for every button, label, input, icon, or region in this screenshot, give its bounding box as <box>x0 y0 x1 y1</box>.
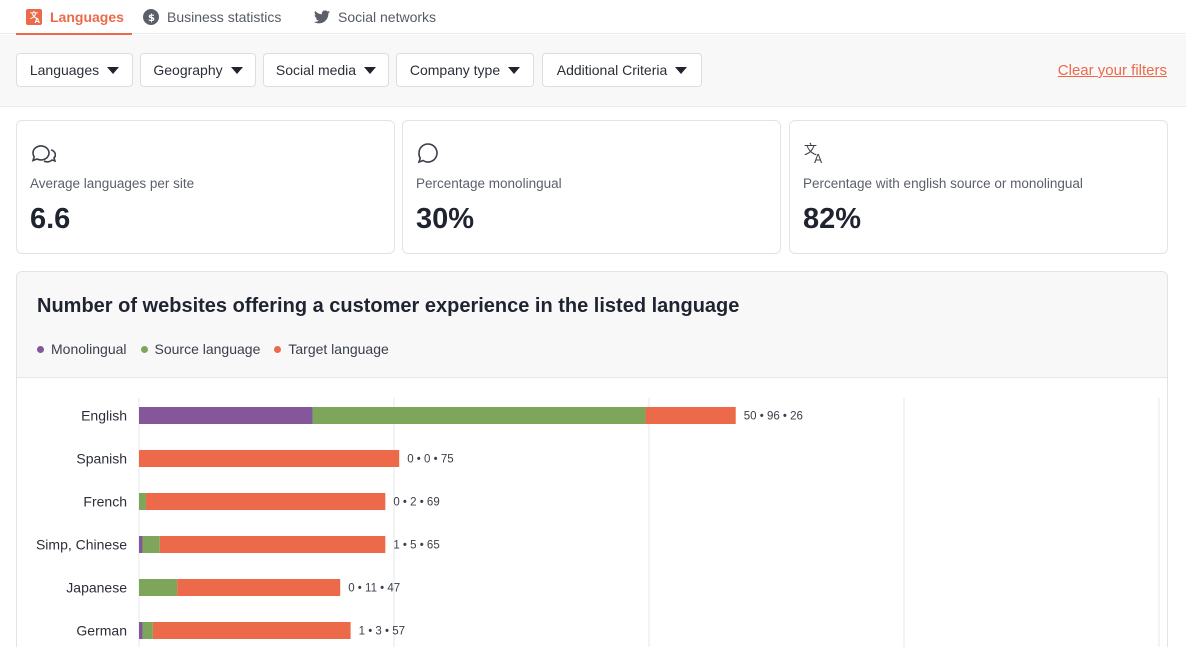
svg-text:A: A <box>35 17 41 25</box>
bar-target-language[interactable] <box>139 450 400 467</box>
translate-icon: 文 A <box>803 141 829 167</box>
clear-filters-link[interactable]: Clear your filters <box>1057 62 1167 79</box>
data-label: 1 • 3 • 57 <box>359 626 405 638</box>
stat-label: Average languages per site <box>30 176 195 191</box>
data-label: 1 • 5 • 65 <box>393 540 439 552</box>
legend-label: Source language <box>154 341 261 357</box>
legend-item-monolingual: Monolingual <box>37 341 127 357</box>
svg-text:文: 文 <box>30 10 39 20</box>
filter-bar: Languages Geography Social media Company… <box>0 35 1186 107</box>
caret-down-icon <box>508 66 521 74</box>
caret-down-icon <box>230 66 243 74</box>
data-label: 0 • 2 • 69 <box>393 497 439 509</box>
caret-down-icon <box>675 66 688 74</box>
geography-filter-dropdown[interactable]: Geography <box>140 53 256 87</box>
filter-label: Company type <box>409 62 501 78</box>
svg-text:A: A <box>814 152 823 166</box>
bar-chart: English 50 • 96 • 26 Spanish 0 • 0 • 75 Fren… <box>36 398 1160 647</box>
company-type-filter-dropdown[interactable]: Company type <box>396 53 534 87</box>
legend-label: Target language <box>288 341 389 357</box>
tab-business-statistics[interactable]: $ Business statistics <box>143 0 281 34</box>
svg-text:$: $ <box>148 13 155 24</box>
stat-card-english-source: 文 A Percentage with english source or mo… <box>789 120 1168 254</box>
filter-label: Social media <box>275 62 357 78</box>
caret-down-icon <box>107 66 120 74</box>
legend-item-target-language: Target language <box>274 341 389 357</box>
chart-header: Number of websites offering a customer e… <box>17 272 1167 378</box>
bar-monolingual[interactable] <box>139 407 313 424</box>
social-media-filter-dropdown[interactable]: Social media <box>263 53 389 87</box>
data-label: 0 • 11 • 47 <box>348 583 400 595</box>
category-label: French <box>83 494 127 510</box>
bar-monolingual[interactable] <box>139 536 143 553</box>
filter-label: Languages <box>29 62 100 78</box>
legend-dot-source-language <box>140 345 148 353</box>
languages-filter-dropdown[interactable]: Languages <box>16 53 133 87</box>
dollar-circle-icon: $ <box>143 9 159 25</box>
bar-target-language[interactable] <box>177 579 341 596</box>
chat-bubble-icon <box>416 141 442 167</box>
stat-label: Percentage with english source or monoli… <box>803 176 1083 191</box>
chart-title: Number of websites offering a customer e… <box>37 295 740 317</box>
legend-item-source-language: Source language <box>140 341 261 357</box>
category-label: English <box>81 408 127 424</box>
bar-source-language[interactable] <box>142 622 153 639</box>
tab-bar: 文 A Languages $ Business statistics Soci… <box>0 0 1186 35</box>
legend-dot-target-language <box>274 345 282 353</box>
translate-icon: 文 A <box>26 9 42 25</box>
tab-label: Business statistics <box>167 9 282 25</box>
category-label: Simp, Chinese <box>36 537 127 553</box>
category-label: Japanese <box>66 580 127 596</box>
tab-social-networks[interactable]: Social networks <box>314 0 436 34</box>
bar-target-language[interactable] <box>159 536 386 553</box>
filter-label: Additional Criteria <box>556 62 668 78</box>
tab-languages[interactable]: 文 A Languages <box>16 0 132 35</box>
legend-dot-monolingual <box>37 345 44 353</box>
stat-value: 82% <box>803 203 862 235</box>
chart-legend: Monolingual Source language Target langu… <box>37 341 389 357</box>
stat-value: 30% <box>416 203 475 235</box>
category-label: Spanish <box>76 451 127 467</box>
bar-target-language[interactable] <box>645 407 736 424</box>
caret-down-icon <box>364 66 377 74</box>
bar-source-language[interactable] <box>142 536 160 553</box>
data-label: 0 • 0 • 75 <box>407 454 453 466</box>
chat-bubbles-icon <box>30 141 57 167</box>
legend-label: Monolingual <box>51 341 127 357</box>
category-label: German <box>76 623 127 639</box>
data-label: 50 • 96 • 26 <box>744 411 803 423</box>
bar-source-language[interactable] <box>139 493 146 510</box>
bar-source-language[interactable] <box>139 579 178 596</box>
bar-monolingual[interactable] <box>139 622 143 639</box>
svg-text:文: 文 <box>804 143 817 158</box>
stat-label: Percentage monolingual <box>416 176 562 191</box>
stat-value: 6.6 <box>30 203 71 235</box>
chart-panel: Number of websites offering a customer e… <box>16 271 1168 647</box>
filter-label: Geography <box>153 62 223 78</box>
stat-card-average-languages: Average languages per site 6.6 <box>16 120 395 254</box>
additional-criteria-filter-dropdown[interactable]: Additional Criteria <box>542 53 702 87</box>
twitter-icon <box>314 9 330 25</box>
bar-target-language[interactable] <box>152 622 351 639</box>
bar-source-language[interactable] <box>312 407 646 424</box>
stat-card-percentage-monolingual: Percentage monolingual 30% <box>402 120 781 254</box>
tab-label: Languages <box>50 9 124 25</box>
tab-label: Social networks <box>338 9 437 25</box>
bar-target-language[interactable] <box>145 493 386 510</box>
